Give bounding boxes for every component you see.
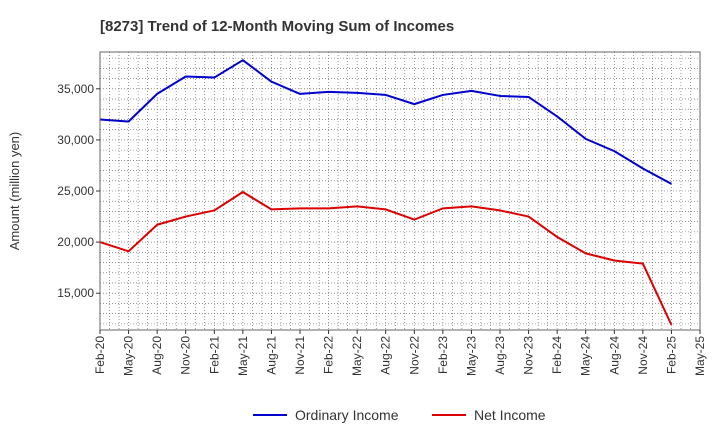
legend-label-ordinary-income: Ordinary Income	[295, 407, 399, 423]
x-tick-label: May-21	[236, 336, 250, 376]
x-tick-label: Feb-21	[207, 336, 221, 374]
grid	[100, 52, 700, 330]
x-tick-label: Nov-21	[293, 336, 307, 375]
x-tick-label: Nov-20	[179, 336, 193, 375]
chart-title: [8273] Trend of 12-Month Moving Sum of I…	[100, 18, 454, 35]
x-tick-label: Aug-20	[150, 336, 164, 375]
x-tick-label: May-25	[693, 336, 707, 376]
y-tick-label: 15,000	[57, 286, 94, 300]
x-tick-label: Feb-25	[664, 336, 678, 374]
net-income-line	[99, 191, 673, 326]
x-tick-label: Nov-22	[407, 336, 421, 375]
legend: Ordinary Income Net Income	[253, 407, 546, 423]
x-tick-label: Feb-24	[550, 336, 564, 374]
x-tick-label: Aug-24	[607, 336, 621, 375]
x-axis-ticks: Feb-20 May-20 Aug-20 Nov-20 Feb-21 May-21 Aug-…	[93, 330, 707, 376]
x-tick-label: Nov-23	[522, 336, 536, 375]
x-tick-label: May-22	[350, 336, 364, 376]
series-lines	[99, 59, 673, 326]
y-tick-label: 25,000	[57, 184, 94, 198]
y-tick-label: 20,000	[57, 235, 94, 249]
y-axis-label: Amount (million yen)	[7, 132, 22, 251]
y-axis-ticks: 15,000 20,000 25,000 30,000 35,000	[57, 82, 100, 300]
x-tick-label: May-20	[122, 336, 136, 376]
y-tick-label: 30,000	[57, 133, 94, 147]
y-tick-label: 35,000	[57, 82, 94, 96]
x-tick-label: Aug-21	[264, 336, 278, 375]
x-tick-label: May-23	[464, 336, 478, 376]
x-tick-label: Feb-20	[93, 336, 107, 374]
x-tick-label: Nov-24	[636, 336, 650, 375]
legend-label-net-income: Net Income	[474, 407, 546, 423]
x-tick-label: Aug-23	[493, 336, 507, 375]
x-tick-label: May-24	[579, 336, 593, 376]
ordinary-income-line	[99, 59, 672, 185]
x-tick-label: Aug-22	[379, 336, 393, 375]
x-tick-label: Feb-23	[436, 336, 450, 374]
x-tick-label: Feb-22	[322, 336, 336, 374]
